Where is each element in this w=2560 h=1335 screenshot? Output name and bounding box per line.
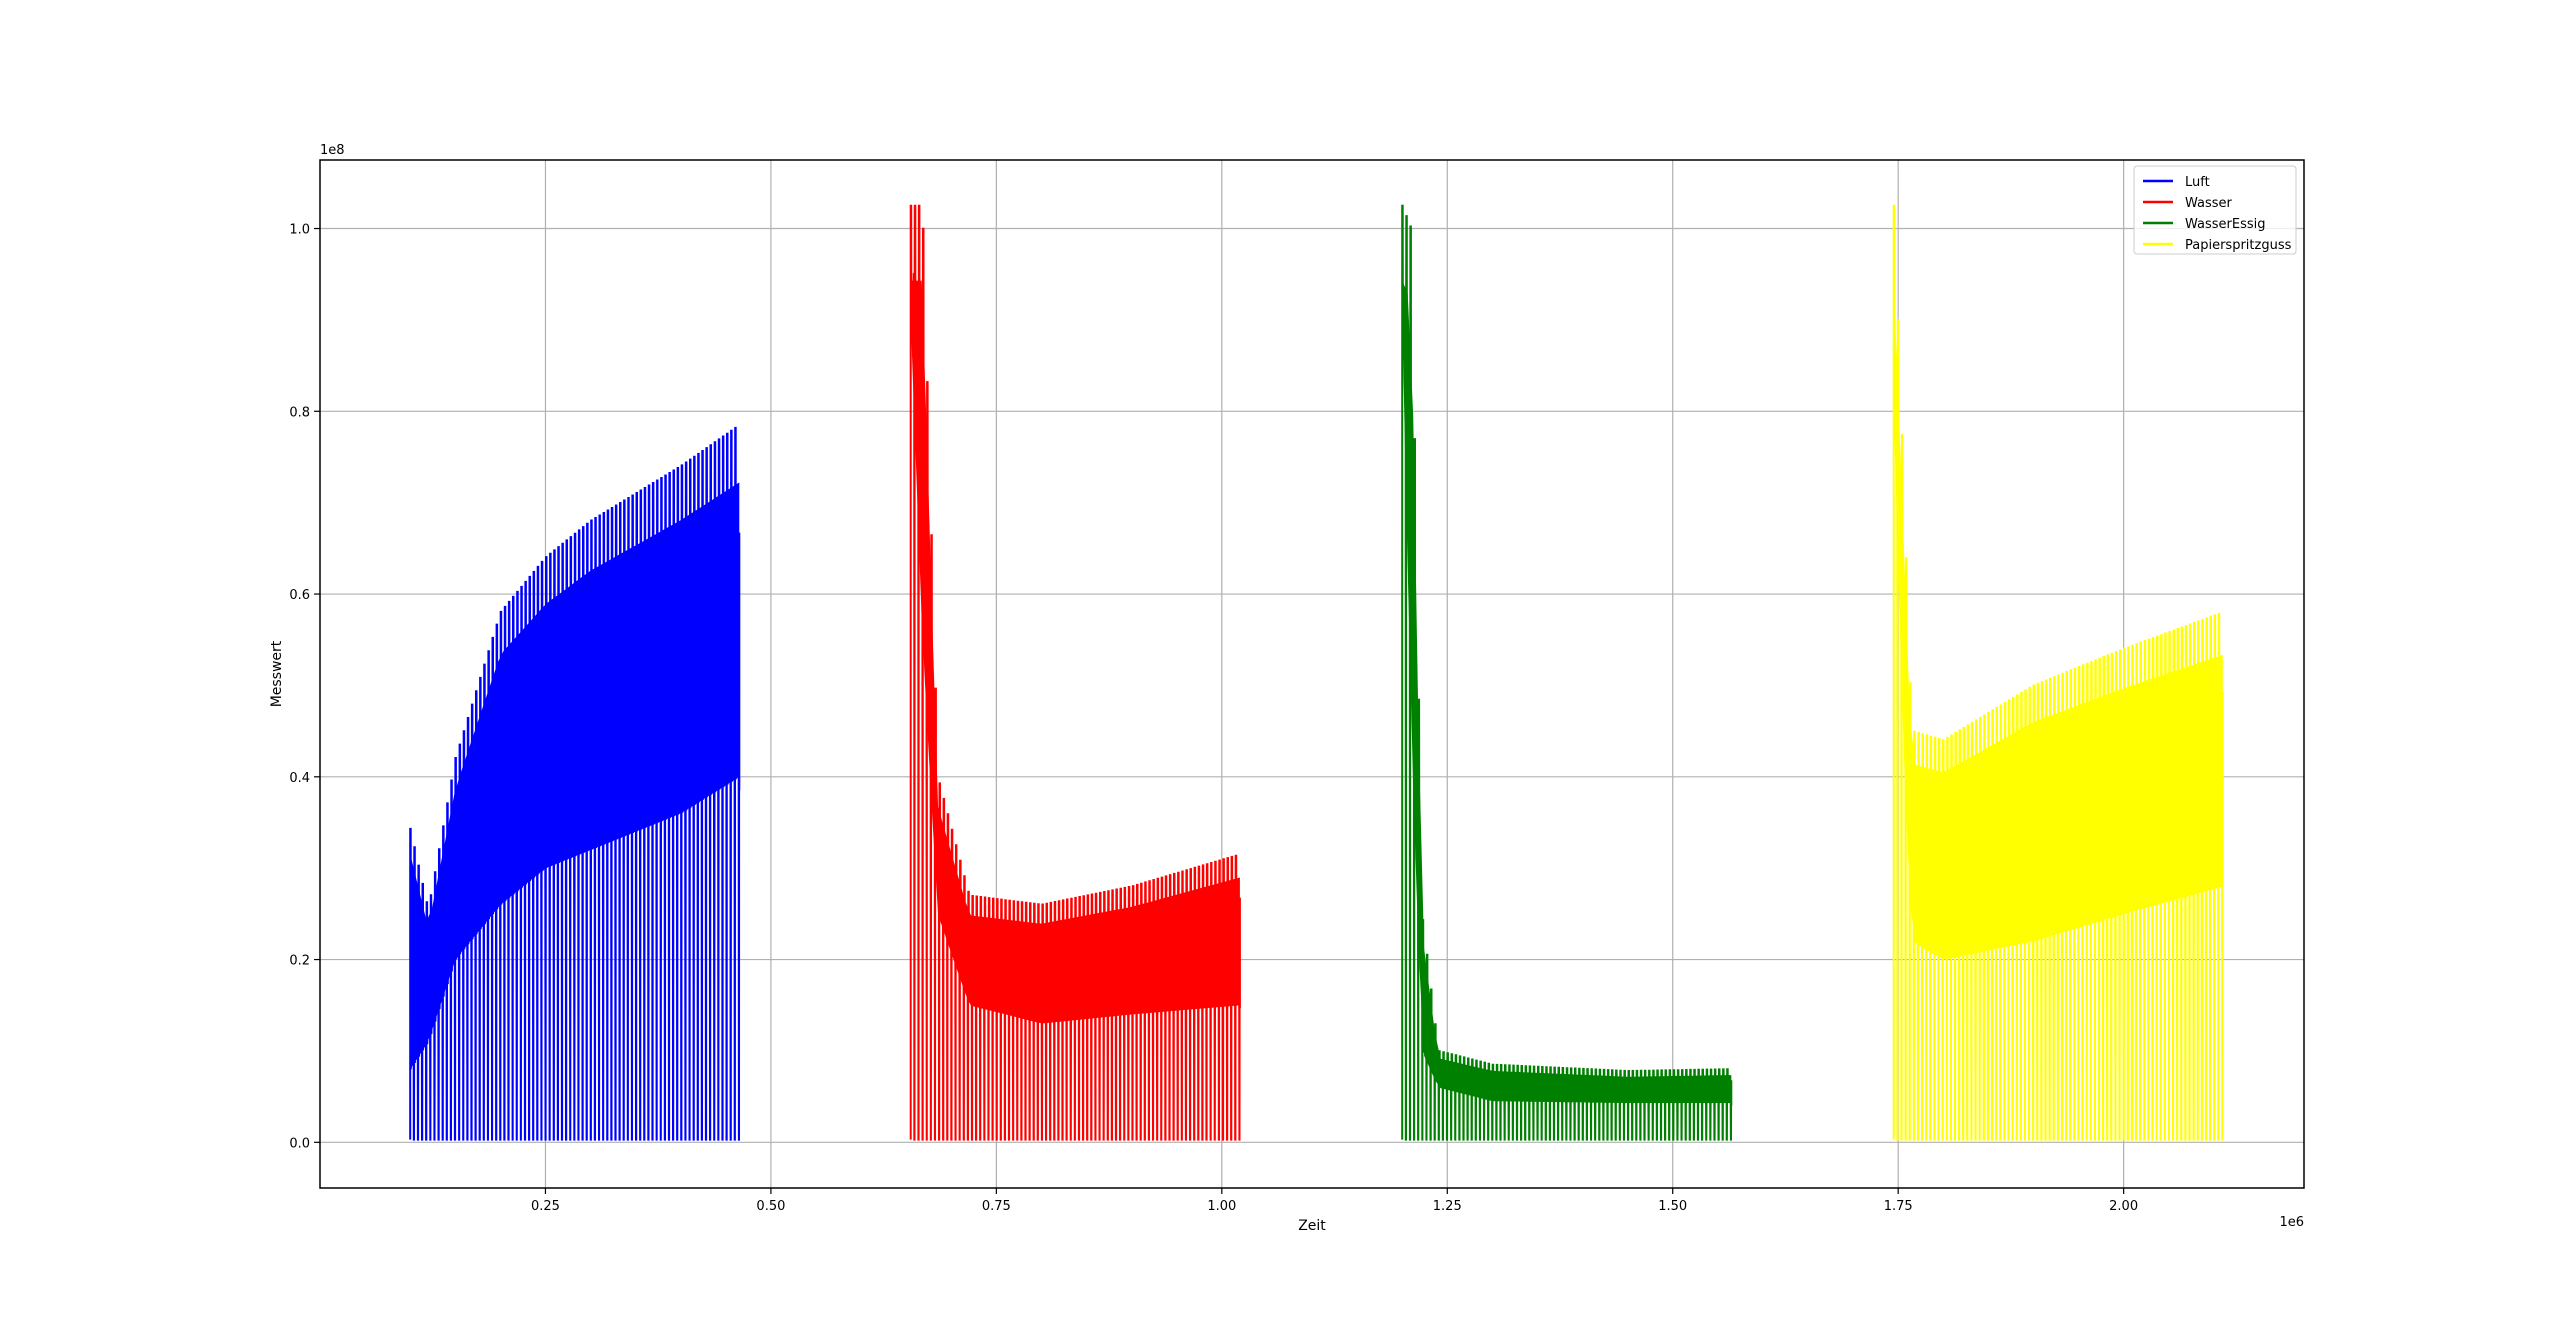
x-tick-label: 1.00: [1207, 1199, 1236, 1214]
y-tick-label: 0.8: [289, 405, 310, 420]
series-line-Wasser: [909, 204, 1241, 1141]
series-line-Papierspritzguss: [1892, 204, 2224, 1141]
series-Wasser: [909, 204, 1241, 1141]
legend: Luft Wasser WasserEssig Papierspritzguss: [2133, 165, 2297, 255]
series-WasserEssig: [1401, 204, 1733, 1141]
x-tick-label: 1.50: [1658, 1199, 1687, 1214]
x-offset-label: 1e6: [2279, 1215, 2304, 1230]
x-tick-label: 1.25: [1433, 1199, 1462, 1214]
y-axis-label: Messwert: [269, 640, 285, 707]
axis-ticks: 0.25 0.50 0.75 1.00 1.25 1.50 1.75 2.00 0.0 0.2 0.…: [289, 223, 2138, 1214]
y-tick-label: 0.0: [289, 1136, 310, 1151]
x-tick-label: 0.50: [756, 1199, 785, 1214]
series-Luft: [409, 426, 741, 1141]
x-tick-label: 1.75: [1884, 1199, 1913, 1214]
series-layer: [409, 204, 2224, 1141]
y-tick-label: 1.0: [289, 223, 310, 238]
legend-box: [2133, 165, 2297, 255]
series-Papierspritzguss: [1892, 204, 2224, 1141]
x-tick-label: 0.75: [982, 1199, 1011, 1214]
y-offset-label: 1e8: [320, 143, 345, 158]
y-tick-label: 0.6: [289, 588, 310, 603]
legend-items: Luft Wasser WasserEssig Papierspritzguss: [2143, 175, 2292, 253]
legend-label: Luft: [2185, 175, 2210, 190]
y-tick-label: 0.4: [289, 771, 310, 786]
series-line-WasserEssig: [1401, 204, 1733, 1141]
x-tick-label: 0.25: [531, 1199, 560, 1214]
legend-label: Papierspritzguss: [2185, 238, 2292, 253]
x-tick-label: 2.00: [2109, 1199, 2138, 1214]
legend-label: WasserEssig: [2185, 217, 2266, 232]
x-axis-label: Zeit: [1298, 1218, 1326, 1234]
legend-label: Wasser: [2185, 196, 2233, 211]
series-line-Luft: [409, 426, 741, 1141]
plot-frame: [319, 159, 2305, 1189]
y-tick-label: 0.2: [289, 954, 310, 969]
